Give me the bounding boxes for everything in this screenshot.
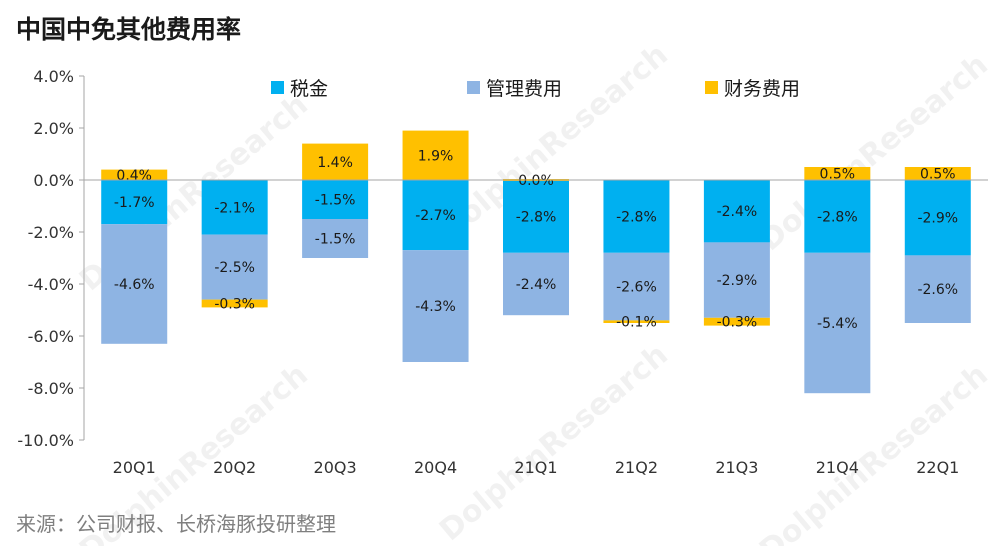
x-tick-label: 21Q1 [514,458,557,477]
bar-税金-20Q4 [402,180,469,251]
data-label: 1.9% [418,148,454,164]
bar-管理费用-20Q1 [101,224,168,344]
x-tick-label: 21Q2 [615,458,658,477]
data-label: -1.5% [315,193,356,209]
data-label: -2.8% [516,209,557,225]
y-tick-label: 0.0% [33,171,74,190]
data-label: -2.8% [817,209,858,225]
bar-税金-22Q1 [904,180,971,256]
watermark-text: DolphinResearch [433,337,675,546]
bar-税金-20Q2 [201,180,268,235]
data-label: -2.4% [516,277,557,293]
legend-swatch-管理费用 [467,81,480,94]
bar-管理费用-21Q4 [804,252,871,394]
x-tick-label: 20Q2 [213,458,256,477]
bar-管理费用-20Q3 [302,219,369,258]
bar-税金-21Q1 [503,180,569,253]
legend-swatch-财务费用 [705,81,718,94]
bar-管理费用-21Q3 [703,242,770,318]
bar-税金-21Q3 [703,180,770,243]
data-label: -2.6% [616,280,657,296]
bar-财务费用-22Q1 [904,167,971,180]
data-label: -2.7% [415,208,456,224]
data-label: -2.4% [717,204,758,220]
data-label: -2.9% [917,211,958,227]
bar-财务费用-20Q2 [201,299,268,308]
bar-财务费用-21Q4 [804,167,871,180]
bar-管理费用-22Q1 [904,255,971,323]
x-tick-label: 20Q4 [414,458,457,477]
bar-税金-20Q1 [101,180,168,225]
data-label: -4.6% [114,277,155,293]
legend-label: 管理费用 [486,78,562,100]
y-tick-label: -2.0% [28,223,74,242]
data-label: -4.3% [415,299,456,315]
legend-label: 税金 [290,78,328,100]
bar-管理费用-21Q2 [603,252,670,321]
data-label: -2.8% [616,209,657,225]
data-label: -0.1% [616,315,657,331]
data-label: 1.4% [317,155,353,171]
x-tick-label: 20Q1 [113,458,156,477]
source-note: 来源：公司财报、长桥海豚投研整理 [16,512,336,536]
y-tick-label: -4.0% [28,275,74,294]
y-tick-label: -6.0% [28,327,74,346]
data-label: -0.3% [214,297,255,313]
x-tick-label: 21Q3 [715,458,758,477]
y-tick-label: 2.0% [33,119,74,138]
x-tick-label: 21Q4 [816,458,859,477]
bar-财务费用-20Q4 [402,130,469,180]
bar-财务费用-21Q3 [703,317,770,326]
bar-税金-21Q2 [603,180,670,253]
bar-管理费用-20Q4 [402,250,469,362]
data-label: 0.4% [116,168,152,184]
chart-title: 中国中免其他费用率 [16,15,242,44]
x-tick-label: 22Q1 [916,458,959,477]
bar-税金-21Q4 [804,180,871,253]
data-label: -0.3% [717,315,758,331]
data-label: -1.5% [315,232,356,248]
data-label: -1.7% [114,195,155,211]
data-label: -5.4% [817,316,858,332]
bar-财务费用-21Q2 [603,320,670,323]
data-label: -2.5% [214,260,255,276]
x-tick-label: 20Q3 [314,458,357,477]
watermark-text: DolphinResearch [753,357,995,546]
y-tick-label: 4.0% [33,67,74,86]
data-label: -2.9% [717,273,758,289]
bar-财务费用-20Q1 [101,169,168,180]
bar-管理费用-21Q1 [503,252,569,316]
data-label: -2.6% [917,282,958,298]
bar-财务费用-20Q3 [302,143,369,180]
y-tick-label: -8.0% [28,379,74,398]
legend-swatch-税金 [271,81,284,94]
bar-管理费用-20Q2 [201,234,268,300]
data-label: 0.0% [518,173,554,189]
legend-label: 财务费用 [724,78,800,100]
data-label: 0.5% [920,167,956,183]
data-label: 0.5% [820,167,856,183]
data-label: -2.1% [214,200,255,216]
bar-税金-20Q3 [302,180,369,219]
y-tick-label: -10.0% [17,431,74,450]
